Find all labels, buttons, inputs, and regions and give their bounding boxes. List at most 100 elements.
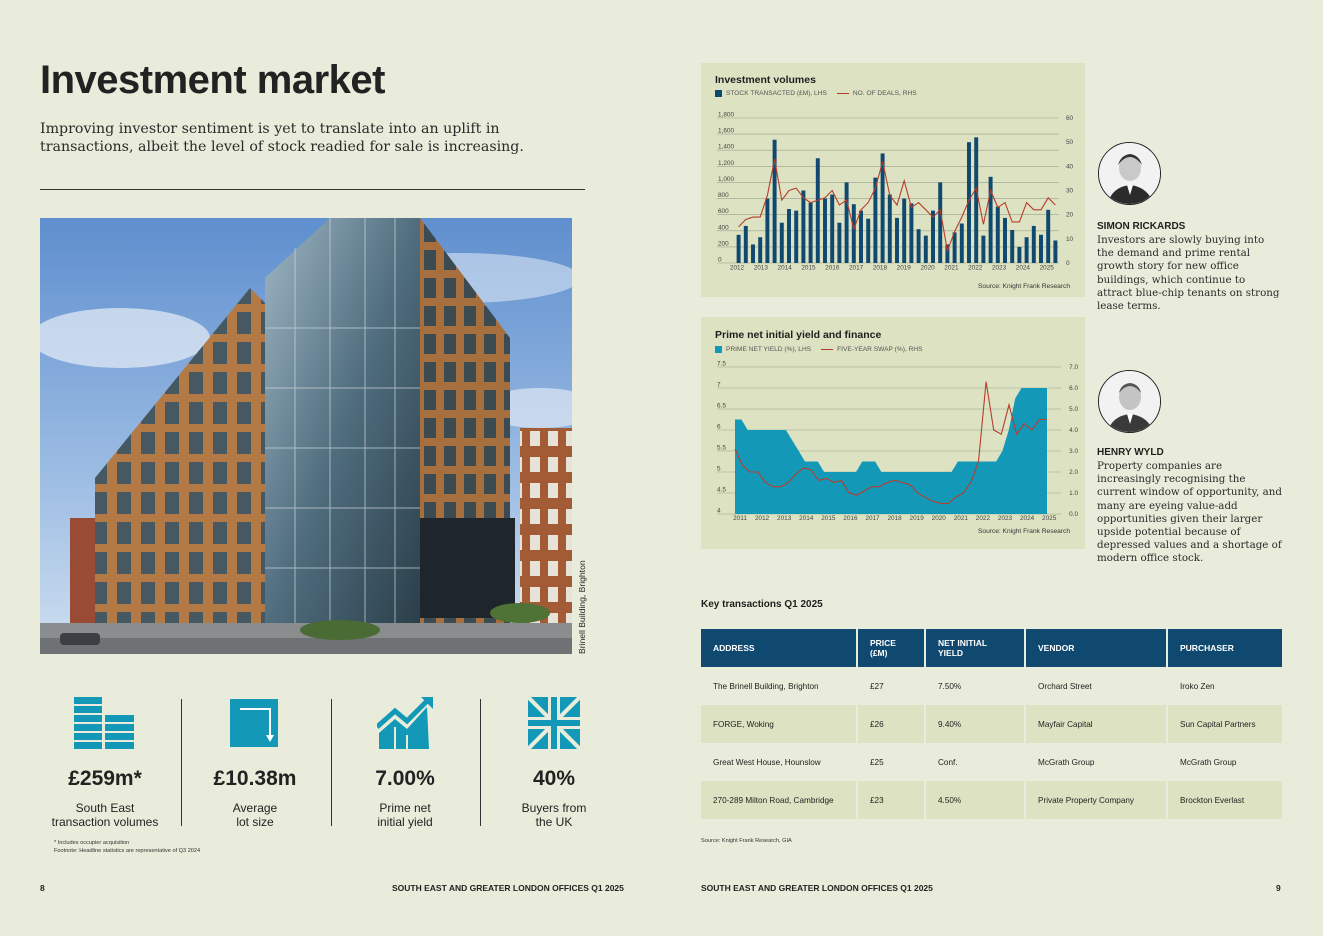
stat-separator [480,699,481,826]
y-left-tick-label: 6.5 [717,403,726,410]
page-subtitle: Improving investor sentiment is yet to t… [40,121,524,155]
x-tick-label: 2025 [1040,265,1055,272]
y-left-tick-label: 4.5 [717,487,726,494]
person-quote: Investors are slowly buying into the dem… [1097,234,1280,313]
y-left-tick-label: 1,400 [718,144,734,151]
x-tick-label: 2013 [754,265,769,272]
legend-item-swap: FIVE-YEAR SWAP (%), RHS [821,346,923,353]
table-cell: Orchard Street [1038,681,1092,691]
y-right-tick-label: 50 [1066,139,1074,146]
table-cell: Private Property Company [1026,781,1166,819]
x-tick-label: 2022 [976,515,991,522]
volume-bar [1053,240,1058,263]
x-tick-label: 2019 [910,515,925,522]
y-right-tick-label: 0 [1066,260,1070,267]
volume-bar [981,235,986,263]
stat-label: South East [75,801,135,815]
column-header: NET INITIAL YIELD [926,629,1024,667]
volume-bar [952,232,957,263]
x-tick-label: 2011 [733,515,747,522]
investment-volumes-chart: Investment volumes STOCK TRANSACTED (£M)… [701,63,1085,297]
volume-bar [830,194,835,263]
volume-bar [938,182,943,263]
y-right-tick-label: 30 [1066,188,1074,195]
y-right-tick-label: 5.0 [1069,406,1078,413]
x-tick-label: 2023 [998,515,1013,522]
volume-bar [1031,225,1036,263]
volume-bar [794,210,799,263]
y-right-tick-label: 40 [1066,163,1074,170]
x-tick-label: 2016 [843,515,858,522]
table-cell: £27 [870,681,884,691]
y-right-tick-label: 7.0 [1069,364,1078,371]
y-left-tick-label: 800 [718,192,729,199]
y-left-tick-label: 1,600 [718,128,734,135]
prime-yield-chart: Prime net initial yield and finance PRIM… [701,317,1085,549]
stat-label: the UK [535,814,573,829]
stat-value: £10.38m [213,767,297,790]
legend-item-yield: PRIME NET YIELD (%), LHS [715,346,811,353]
volume-bar [765,198,770,263]
volume-bar [751,244,755,263]
table-cell: 4.50% [926,781,1024,819]
transactions-title: Key transactions Q1 2025 [701,599,823,610]
person-name: HENRY WYLD [1097,447,1164,458]
x-tick-label: 2014 [799,515,814,522]
volume-bar [1017,246,1022,263]
footnote-headline: Footnote: Headline statistics are repres… [54,848,201,854]
table-cell: £25 [870,757,884,767]
building-photo [40,218,572,654]
table-cell: FORGE, Woking [701,705,856,743]
table-cell: £23 [858,781,924,819]
x-tick-label: 2015 [821,515,836,522]
volume-bar [837,222,842,263]
table-row: The Brinell Building, Brighton £27 7.50%… [701,667,1282,705]
x-tick-label: 2020 [932,515,947,522]
volume-bar [909,203,914,263]
y-left-tick-label: 5.5 [717,445,726,452]
running-title-right: SOUTH EAST AND GREATER LONDON OFFICES Q1… [701,883,933,893]
volume-bar [988,176,993,263]
footnote-occupier: * Includes occupier acquisition [54,840,130,846]
chart-plot: 0 200 400 600 800 1,000 1,200 1,400 1,600 1,800 0 1… [717,112,1074,272]
x-tick-label: 2018 [873,265,888,272]
y-right-tick-label: 0.0 [1069,511,1078,518]
x-tick-label: 2012 [755,515,770,522]
volume-bar [823,198,827,263]
volume-bar [1024,237,1029,263]
volume-bar [743,225,748,263]
y-left-tick-label: 0 [718,257,722,264]
y-right-tick-label: 60 [1066,115,1074,122]
table-cell: Great West House, Hounslow [713,757,821,767]
volume-bar [1003,217,1007,263]
table-cell: 7.50% [938,681,962,691]
chart-title: Prime net initial yield and finance [715,329,882,341]
volume-bar [866,218,871,263]
y-left-tick-label: 1,800 [718,112,734,119]
x-tick-label: 2024 [1020,515,1035,522]
table-row: Great West House, Hounslow £25 Conf. McG… [701,743,1282,781]
stacked-blocks-icon [30,697,180,751]
column-header: PURCHASER [1168,629,1282,667]
x-tick-label: 2025 [1042,515,1057,522]
table-cell: McGrath Group [1038,757,1095,767]
stat-label: Average [232,801,278,815]
volume-bar [815,158,820,263]
rising-chart-icon [330,697,480,751]
deals-line [738,158,1056,253]
stat-uk-buyers: 40% Buyers from the UK [479,697,629,829]
avatar-henry-wyld [1098,370,1161,433]
volume-bar [880,153,885,263]
stat-value: 7.00% [375,767,435,790]
y-left-tick-label: 1,000 [718,176,734,183]
table-row: FORGE, Woking £26 9.40% Mayfair Capital … [701,705,1282,743]
volume-bar [736,234,741,263]
x-tick-label: 2020 [920,265,935,272]
x-tick-label: 2019 [897,265,912,272]
person-quote: Property companies are increasingly reco… [1097,460,1282,565]
person-name: SIMON RICKARDS [1097,221,1186,232]
volume-bar [808,202,813,263]
y-left-tick-label: 600 [718,208,729,215]
table-header-row: ADDRESS PRICE (£M) NET INITIAL YIELD VEN… [701,629,1282,667]
chart-plot: 4 4.5 5 5.5 6 6.5 7 7.5 0.0 1.0 2.0 3.0 4.0 5.0 6.0 7.0… [717,361,1078,522]
